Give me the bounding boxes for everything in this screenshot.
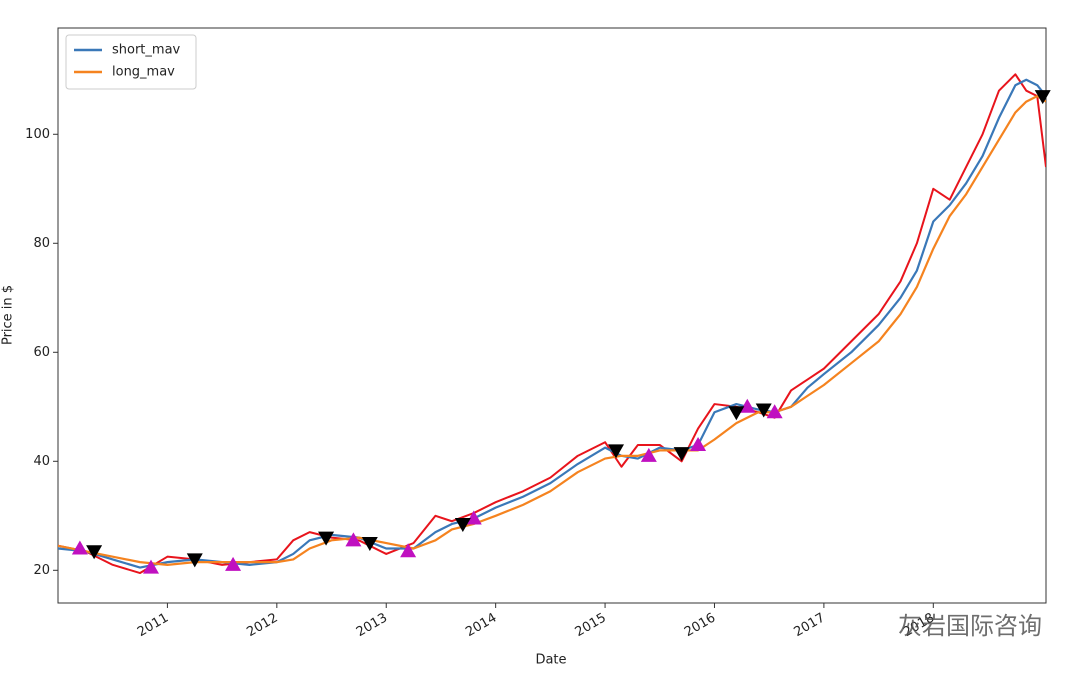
signal-marker	[186, 553, 203, 568]
plot-area	[57, 27, 1047, 604]
x-axis-label: Date	[535, 653, 566, 668]
signal-marker	[766, 404, 783, 419]
signal-marker	[71, 540, 88, 555]
signal-marker	[755, 403, 772, 418]
signal-marker	[454, 517, 471, 532]
y-tick-label: 100	[25, 127, 50, 142]
signal-marker	[86, 545, 103, 560]
series-line	[58, 95, 1046, 566]
signal-marker	[465, 510, 482, 525]
signal-marker	[640, 447, 657, 462]
signal-marker	[690, 436, 707, 451]
legend-label: short_mav	[112, 43, 181, 58]
legend-box	[65, 34, 197, 90]
signal-marker	[739, 398, 756, 413]
signal-marker	[361, 537, 378, 552]
y-axis-label: Price in $	[1, 285, 16, 345]
y-tick-label: 20	[33, 563, 50, 578]
signal-marker	[608, 444, 625, 459]
signal-marker	[728, 406, 745, 421]
signal-marker	[1034, 90, 1051, 105]
signal-marker	[225, 556, 242, 571]
signal-marker	[673, 447, 690, 462]
signal-marker	[345, 532, 362, 547]
legend-label: long_mav	[112, 65, 175, 80]
y-tick-label: 80	[33, 236, 50, 251]
signal-marker	[318, 531, 335, 546]
y-tick-label: 40	[33, 454, 50, 469]
signal-marker	[400, 543, 417, 558]
watermark: 灰岩国际咨询	[898, 612, 1042, 640]
y-tick-label: 60	[33, 345, 50, 360]
signal-marker	[143, 559, 160, 574]
